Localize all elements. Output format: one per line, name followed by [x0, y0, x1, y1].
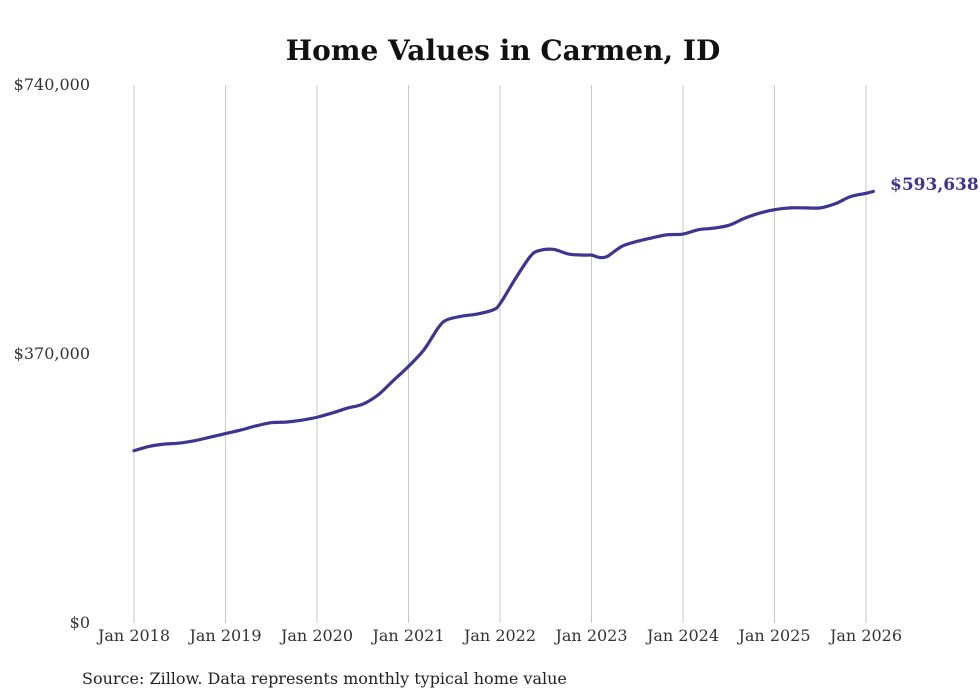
x-tick-label: Jan 2019: [187, 626, 261, 645]
x-tick-label: Jan 2023: [553, 626, 627, 645]
series-layer: [132, 189, 875, 453]
y-tick-label: $740,000: [14, 75, 90, 94]
y-axis-ticks: $0 $370,000 $740,000: [14, 75, 90, 632]
x-tick-label: Jan 2022: [462, 626, 536, 645]
x-tick-label: Jan 2021: [370, 626, 444, 645]
gridlines: [133, 85, 867, 623]
chart-title: Home Values in Carmen, ID: [286, 34, 721, 67]
x-tick-label: Jan 2018: [96, 626, 170, 645]
x-tick-label: Jan 2026: [828, 626, 902, 645]
x-tick-label: Jan 2025: [736, 626, 810, 645]
y-tick-label: $0: [70, 613, 90, 632]
x-axis-ticks: Jan 2018 Jan 2019 Jan 2020 Jan 2021 Jan 2022…: [96, 626, 902, 645]
y-tick-label: $370,000: [14, 344, 90, 363]
end-value-label: $593,638: [890, 175, 979, 195]
series-line-0: [132, 189, 875, 453]
source-note: Source: Zillow. Data represents monthly …: [82, 669, 567, 688]
x-tick-label: Jan 2020: [279, 626, 353, 645]
x-tick-label: Jan 2024: [645, 626, 719, 645]
